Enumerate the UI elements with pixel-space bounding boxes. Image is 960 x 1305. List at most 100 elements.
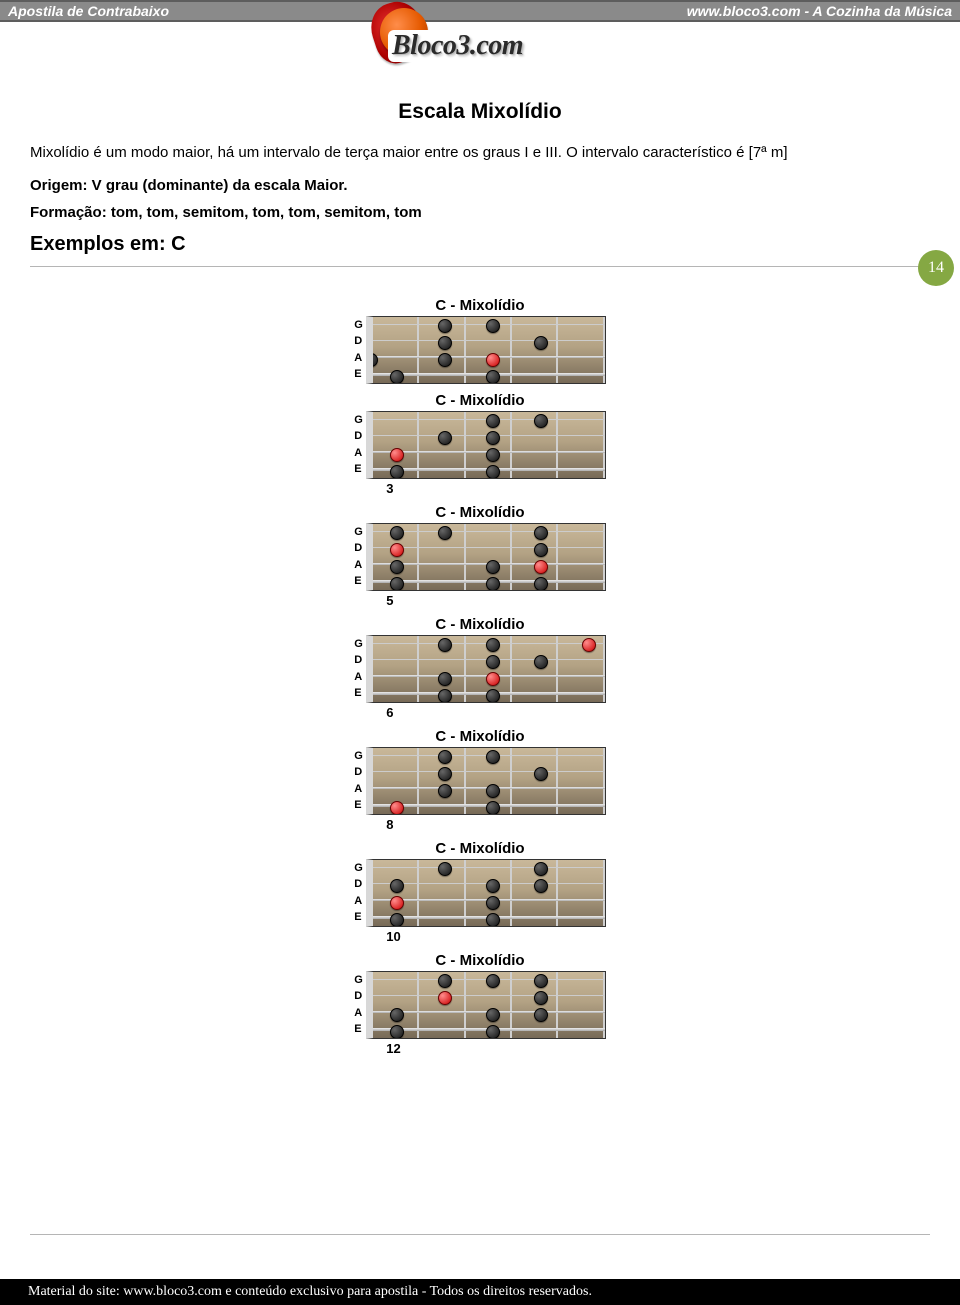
note-dot-icon — [366, 353, 378, 367]
string-label: G — [354, 861, 363, 875]
note-dot-icon — [390, 560, 404, 574]
note-dot-icon — [486, 896, 500, 910]
start-fret-label: 3 — [386, 481, 393, 496]
note-dot-icon — [486, 689, 500, 703]
note-dot-icon — [534, 974, 548, 988]
root-note-dot-icon — [486, 672, 500, 686]
string-labels: GDAE — [354, 316, 366, 384]
note-dot-icon — [438, 750, 452, 764]
note-dot-icon — [438, 767, 452, 781]
diagram-title: C - Mixolídio — [354, 840, 606, 857]
note-dot-icon — [438, 784, 452, 798]
diagram-title: C - Mixolídio — [354, 616, 606, 633]
note-dot-icon — [486, 638, 500, 652]
note-dot-icon — [438, 319, 452, 333]
fretboard — [366, 523, 606, 591]
note-dot-icon — [486, 577, 500, 591]
note-dot-icon — [438, 974, 452, 988]
note-dot-icon — [438, 526, 452, 540]
root-note-dot-icon — [582, 638, 596, 652]
fretboard-diagram: C - Mixolídio GDAE — [354, 297, 606, 384]
string-labels: GDAE — [354, 747, 366, 815]
note-dot-icon — [534, 991, 548, 1005]
string-label: D — [354, 542, 363, 556]
string-labels: GDAE — [354, 523, 366, 591]
string-labels: GDAE — [354, 971, 366, 1039]
page-title: Escala Mixolídio — [30, 100, 930, 124]
note-dot-icon — [534, 336, 548, 350]
string-label: D — [354, 335, 363, 349]
string-label: A — [354, 1006, 363, 1020]
fretboard — [366, 411, 606, 479]
string-label: G — [354, 525, 363, 539]
note-dot-icon — [390, 526, 404, 540]
note-dot-icon — [486, 879, 500, 893]
string-label: D — [354, 878, 363, 892]
root-note-dot-icon — [438, 991, 452, 1005]
string-label: G — [354, 749, 363, 763]
note-dot-icon — [486, 448, 500, 462]
note-dot-icon — [438, 336, 452, 350]
fretboard — [366, 747, 606, 815]
note-dot-icon — [486, 655, 500, 669]
start-fret-label: 5 — [386, 593, 393, 608]
note-dot-icon — [486, 560, 500, 574]
string-labels: GDAE — [354, 411, 366, 479]
note-dot-icon — [486, 974, 500, 988]
note-dot-icon — [486, 913, 500, 927]
string-label: A — [354, 782, 363, 796]
string-label: A — [354, 670, 363, 684]
note-dot-icon — [534, 1008, 548, 1022]
note-dot-icon — [486, 465, 500, 479]
note-dot-icon — [486, 784, 500, 798]
note-dot-icon — [486, 801, 500, 815]
fretboard-diagram: C - MixolídioGDAE10 — [354, 840, 606, 944]
examples-heading: Exemplos em: C — [30, 233, 930, 256]
logo-text: Bloco3.com — [388, 30, 620, 62]
string-label: E — [354, 687, 363, 701]
header-bar: Apostila de Contrabaixo www.bloco3.com -… — [0, 0, 960, 22]
note-dot-icon — [534, 577, 548, 591]
fretboard-diagram: C - MixolídioGDAE5 — [354, 504, 606, 608]
note-dot-icon — [438, 862, 452, 876]
note-dot-icon — [534, 862, 548, 876]
footer-text: Material do site: www.bloco3.com e conte… — [28, 1284, 592, 1300]
note-dot-icon — [486, 319, 500, 333]
fretboard — [366, 316, 606, 384]
string-label: A — [354, 558, 363, 572]
root-note-dot-icon — [390, 896, 404, 910]
note-dot-icon — [438, 689, 452, 703]
note-dot-icon — [486, 1025, 500, 1039]
diagram-title: C - Mixolídio — [354, 392, 606, 409]
fretboard-diagram: C - Mixolídio GDAE 3 — [354, 392, 606, 496]
note-dot-icon — [534, 526, 548, 540]
note-dot-icon — [390, 879, 404, 893]
root-note-dot-icon — [486, 353, 500, 367]
content: Escala Mixolídio Mixolídio é um modo mai… — [0, 100, 960, 1056]
root-note-dot-icon — [390, 801, 404, 815]
note-dot-icon — [534, 543, 548, 557]
divider — [30, 1234, 930, 1235]
note-dot-icon — [486, 414, 500, 428]
note-dot-icon — [534, 655, 548, 669]
note-dot-icon — [390, 370, 404, 384]
note-dot-icon — [534, 767, 548, 781]
string-label: G — [354, 637, 363, 651]
fretboard — [366, 635, 606, 703]
string-label: E — [354, 911, 363, 925]
footer-bar: Material do site: www.bloco3.com e conte… — [0, 1279, 960, 1305]
note-dot-icon — [486, 431, 500, 445]
formation-text: Formação: tom, tom, semitom, tom, tom, s… — [30, 204, 930, 221]
string-label: E — [354, 368, 363, 382]
root-note-dot-icon — [390, 543, 404, 557]
note-dot-icon — [390, 577, 404, 591]
note-dot-icon — [438, 672, 452, 686]
string-label: E — [354, 799, 363, 813]
fretboard-diagram: C - MixolídioGDAE12 — [354, 952, 606, 1056]
diagram-title: C - Mixolídio — [354, 952, 606, 969]
string-label: E — [354, 1023, 363, 1037]
diagram-title: C - Mixolídio — [354, 297, 606, 314]
note-dot-icon — [390, 1025, 404, 1039]
start-fret-label: 10 — [386, 929, 400, 944]
string-label: A — [354, 446, 363, 460]
